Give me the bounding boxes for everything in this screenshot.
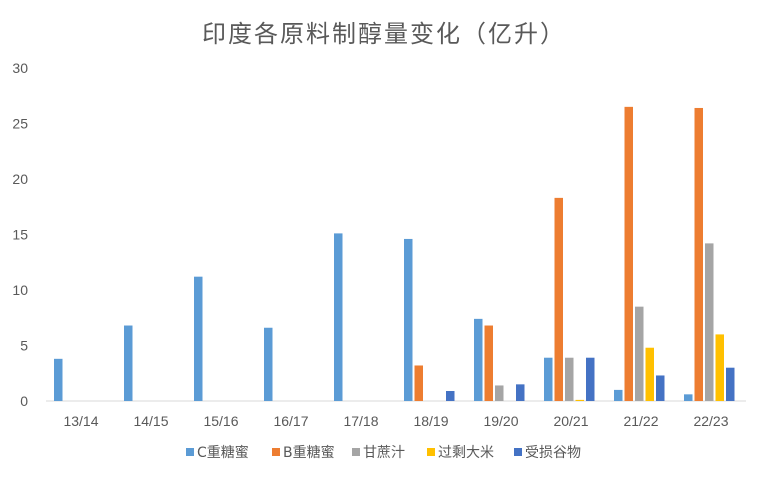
bar-22-23-series-2 xyxy=(705,243,714,401)
legend-label: B重糖蜜 xyxy=(283,445,335,461)
legend-swatch xyxy=(352,448,360,456)
y-tick-label: 15 xyxy=(12,227,28,243)
y-tick-label: 25 xyxy=(12,116,28,132)
bar-21-22-series-1 xyxy=(624,106,633,401)
legend-swatch xyxy=(186,448,194,456)
x-tick-label: 16/17 xyxy=(273,413,308,429)
chart-title: 印度各原料制醇量变化（亿升） xyxy=(202,20,566,48)
y-tick-label: 30 xyxy=(12,60,28,76)
bar-21-22-series-4 xyxy=(656,375,665,401)
x-tick-label: 14/15 xyxy=(133,413,168,429)
bar-21-22-series-2 xyxy=(635,306,644,401)
legend-label: C重糖蜜 xyxy=(197,445,249,461)
x-tick-label: 20/21 xyxy=(553,413,588,429)
bar-15-16-series-0 xyxy=(194,276,203,401)
bar-19-20-series-1 xyxy=(484,325,493,401)
bar-20-21-series-0 xyxy=(544,357,553,401)
legend-swatch xyxy=(427,448,435,456)
y-tick-label: 10 xyxy=(12,282,28,298)
legend-swatch xyxy=(272,448,280,456)
bars xyxy=(54,106,735,402)
bar-20-21-series-3 xyxy=(575,399,584,401)
bar-19-20-series-4 xyxy=(516,384,525,401)
bar-18-19-series-1 xyxy=(414,365,423,401)
bar-20-21-series-1 xyxy=(554,197,563,401)
legend-label: 甘蔗汁 xyxy=(363,445,405,461)
bar-21-22-series-3 xyxy=(645,347,654,401)
legend-label: 受损谷物 xyxy=(525,445,581,461)
x-tick-label: 17/18 xyxy=(343,413,378,429)
x-tick-label: 13/14 xyxy=(63,413,98,429)
bar-19-20-series-0 xyxy=(474,318,483,401)
bar-16-17-series-0 xyxy=(264,327,273,401)
x-tick-label: 21/22 xyxy=(623,413,658,429)
bar-20-21-series-4 xyxy=(586,357,595,401)
legend-label: 过剩大米 xyxy=(438,445,494,461)
x-tick-label: 15/16 xyxy=(203,413,238,429)
bar-18-19-series-4 xyxy=(446,391,455,401)
x-tick-label: 19/20 xyxy=(483,413,518,429)
bar-19-20-series-2 xyxy=(495,385,504,401)
y-tick-label: 0 xyxy=(20,393,28,409)
x-tick-label: 18/19 xyxy=(413,413,448,429)
bar-18-19-series-0 xyxy=(404,238,413,401)
legend-swatch xyxy=(514,448,522,456)
bar-22-23-series-4 xyxy=(726,367,735,401)
bar-13-14-series-0 xyxy=(54,358,63,401)
y-tick-label: 20 xyxy=(12,171,28,187)
x-axis: 13/14 14/15 15/16 16/17 17/18 18/19 19/20 20/21… xyxy=(63,413,728,429)
bar-22-23-series-0 xyxy=(684,394,693,401)
bar-22-23-series-1 xyxy=(694,107,703,402)
bar-14-15-series-0 xyxy=(124,325,133,401)
bar-22-23-series-3 xyxy=(715,334,724,401)
y-tick-label: 5 xyxy=(20,338,28,354)
x-tick-label: 22/23 xyxy=(693,413,728,429)
bar-20-21-series-2 xyxy=(565,357,574,401)
bar-21-22-series-0 xyxy=(614,389,623,401)
bar-17-18-series-0 xyxy=(334,233,343,401)
legend: C重糖蜜 B重糖蜜 甘蔗汁 过剩大米 受损谷物 xyxy=(186,445,581,461)
y-axis: 0 5 10 15 20 25 30 xyxy=(12,60,28,409)
